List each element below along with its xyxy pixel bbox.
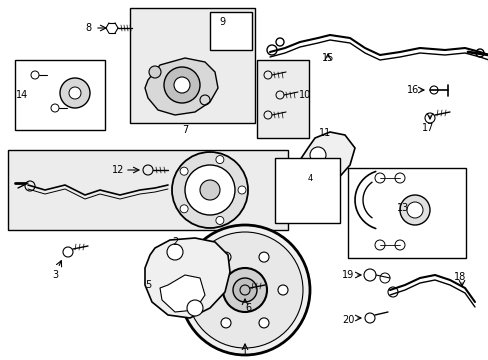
Bar — [15, 60, 105, 130]
Text: 7: 7 — [182, 125, 188, 135]
Circle shape — [69, 87, 81, 99]
Circle shape — [174, 77, 190, 93]
Circle shape — [149, 66, 161, 78]
Text: 13: 13 — [396, 203, 408, 213]
Polygon shape — [145, 58, 218, 115]
Circle shape — [180, 225, 309, 355]
Text: 20: 20 — [341, 315, 353, 325]
Text: 18: 18 — [453, 272, 465, 282]
Circle shape — [186, 300, 203, 316]
Text: 15: 15 — [321, 53, 333, 63]
Bar — [347, 168, 465, 258]
Text: 6: 6 — [244, 303, 250, 313]
Text: 10: 10 — [298, 90, 310, 100]
Circle shape — [259, 252, 268, 262]
Circle shape — [167, 244, 183, 260]
Bar — [257, 60, 308, 138]
Circle shape — [200, 180, 220, 200]
Circle shape — [172, 152, 247, 228]
Text: 16: 16 — [406, 85, 418, 95]
Text: 19: 19 — [341, 270, 353, 280]
Text: 5: 5 — [144, 280, 151, 290]
Text: 8: 8 — [85, 23, 91, 33]
Polygon shape — [160, 275, 204, 312]
Text: 17: 17 — [421, 123, 433, 133]
Circle shape — [180, 205, 188, 213]
Text: 4: 4 — [307, 174, 312, 183]
Circle shape — [259, 318, 268, 328]
Bar — [130, 8, 254, 123]
Circle shape — [186, 232, 303, 348]
Circle shape — [215, 156, 224, 163]
Circle shape — [215, 216, 224, 224]
Circle shape — [278, 285, 287, 295]
Text: 1: 1 — [242, 348, 247, 358]
Bar — [209, 12, 251, 50]
Text: 2: 2 — [171, 237, 178, 247]
Circle shape — [184, 165, 235, 215]
Circle shape — [399, 195, 429, 225]
Circle shape — [60, 78, 90, 108]
Circle shape — [406, 202, 422, 218]
Text: 9: 9 — [219, 17, 224, 27]
Circle shape — [309, 147, 325, 163]
Text: 11: 11 — [318, 128, 330, 138]
Circle shape — [221, 252, 230, 262]
Text: 12: 12 — [112, 165, 124, 175]
Bar — [8, 150, 287, 230]
Circle shape — [232, 278, 257, 302]
Circle shape — [238, 186, 245, 194]
Circle shape — [180, 167, 188, 175]
Circle shape — [163, 67, 200, 103]
Circle shape — [223, 268, 266, 312]
Bar — [274, 158, 339, 223]
Polygon shape — [145, 238, 229, 318]
Circle shape — [202, 285, 212, 295]
Polygon shape — [297, 132, 354, 190]
Text: 14: 14 — [16, 90, 28, 100]
Circle shape — [221, 318, 230, 328]
Text: 3: 3 — [52, 270, 58, 280]
